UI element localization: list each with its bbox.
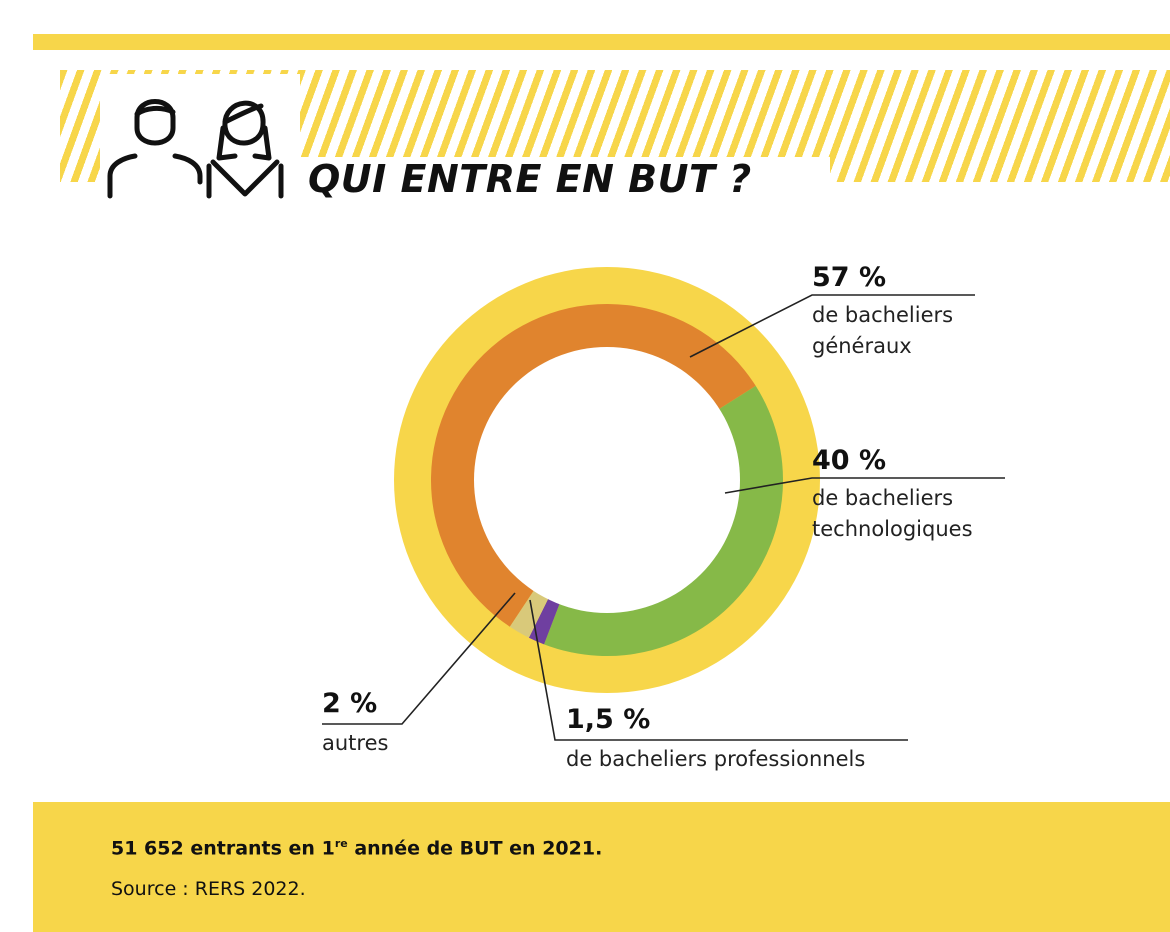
label-techno-line1: de bacheliers (812, 486, 954, 510)
footer-band: 51 652 entrants en 1re année de BUT en 2… (33, 802, 1170, 932)
label-autres-line1: autres (322, 731, 389, 755)
label-techno-line2: technologiques (812, 517, 973, 541)
page-title: QUI ENTRE EN BUT ? (308, 157, 752, 201)
label-generaux-line2: généraux (812, 334, 912, 358)
title-backdrop (290, 157, 830, 205)
label-pro-line1: de bacheliers professionnels (566, 747, 866, 771)
footer-source: Source : RERS 2022. (111, 878, 306, 900)
footer-main-pre: 51 652 entrants en 1 (111, 837, 335, 860)
label-techno-pct: 40 % (812, 445, 887, 476)
leader-line-techno (724, 477, 1005, 494)
label-pro-pct: 1,5 % (566, 704, 651, 735)
top-band (33, 34, 1170, 50)
label-generaux-line1: de bacheliers (812, 303, 954, 327)
donut-hole (474, 347, 740, 613)
leader-line-pro (529, 599, 908, 741)
leader-line-autres (322, 592, 516, 725)
footer-main-sup: re (334, 837, 348, 850)
label-generaux-pct: 57 % (812, 262, 887, 293)
label-autres-pct: 2 % (322, 688, 378, 719)
leader-line-generaux (689, 294, 975, 358)
footer-main-text: 51 652 entrants en 1re année de BUT en 2… (111, 837, 602, 859)
footer-main-post: année de BUT en 2021. (347, 837, 603, 860)
people-icon (107, 99, 284, 199)
